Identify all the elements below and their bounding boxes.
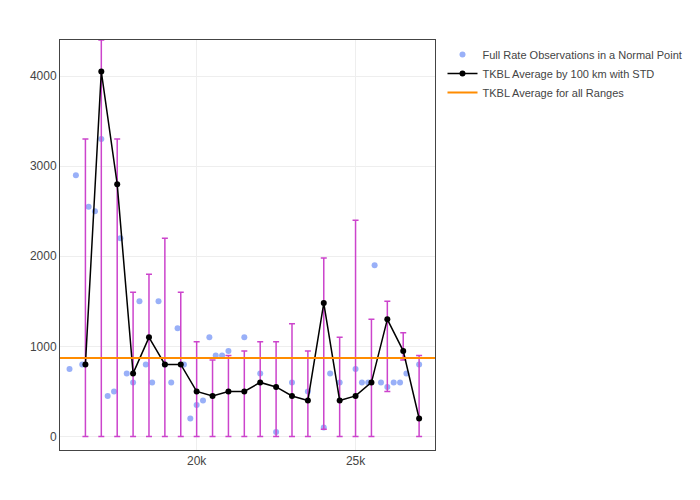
svg-text:4000: 4000 — [30, 69, 57, 83]
svg-text:1000: 1000 — [30, 340, 57, 354]
svg-text:TKBL Average for all Ranges: TKBL Average for all Ranges — [483, 87, 625, 99]
svg-text:2000: 2000 — [30, 249, 57, 263]
svg-text:20k: 20k — [187, 454, 207, 468]
svg-text:TKBL Average by 100 km with ST: TKBL Average by 100 km with STD — [483, 68, 655, 80]
svg-text:0: 0 — [50, 430, 57, 444]
svg-text:3000: 3000 — [30, 159, 57, 173]
svg-text:Full Rate Observations in a No: Full Rate Observations in a Normal Point — [483, 49, 682, 61]
svg-text:25k: 25k — [346, 454, 366, 468]
